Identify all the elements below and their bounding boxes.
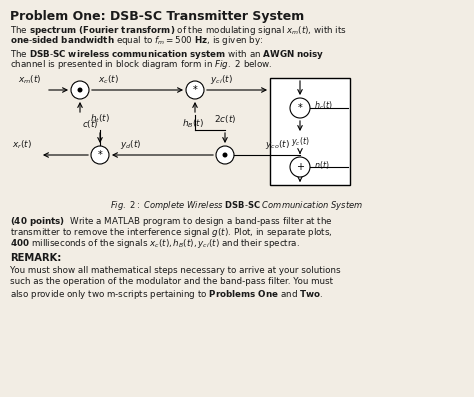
Circle shape (222, 152, 228, 158)
Text: You must show all mathematical steps necessary to arrive at your solutions: You must show all mathematical steps nec… (10, 266, 341, 275)
Text: REMARK:: REMARK: (10, 253, 61, 263)
Text: $\mathbf{(40\ points)}$  Write a MATLAB program to design a band-pass filter at : $\mathbf{(40\ points)}$ Write a MATLAB p… (10, 215, 333, 228)
Text: $h_B(t)$: $h_B(t)$ (182, 118, 204, 131)
Circle shape (78, 87, 82, 93)
Circle shape (290, 157, 310, 177)
Text: $n(t)$: $n(t)$ (314, 159, 330, 171)
Text: $\mathbf{400}$ milliseconds of the signals $x_c(t), h_B(t), y_{ci}(t)$ and their: $\mathbf{400}$ milliseconds of the signa… (10, 237, 300, 250)
Text: $x_r(t)$: $x_r(t)$ (12, 139, 32, 151)
Text: $2c(t)$: $2c(t)$ (214, 113, 236, 125)
Text: also provide only two m-scripts pertaining to $\mathbf{Problems\ One}$ and $\mat: also provide only two m-scripts pertaini… (10, 288, 323, 301)
Text: channel is presented in block diagram form in $\mathit{Fig.\ 2}$ below.: channel is presented in block diagram fo… (10, 58, 273, 71)
Text: $y_d(t)$: $y_d(t)$ (120, 138, 142, 151)
Text: $\mathit{Fig.\ 2:}$ Complete Wireless $\mathbf{DSB\text{-}SC}$ Communication Sys: $\mathit{Fig.\ 2:}$ Complete Wireless $\… (110, 199, 364, 212)
Circle shape (186, 81, 204, 99)
Text: *: * (298, 103, 302, 113)
Text: $x_m(t)$: $x_m(t)$ (18, 73, 42, 86)
Text: such as the operation of the modulator and the band-pass filter. You must: such as the operation of the modulator a… (10, 277, 333, 286)
Text: *: * (98, 150, 102, 160)
Text: $y_c(t)$: $y_c(t)$ (291, 135, 310, 148)
Text: $y_{co}(t)$: $y_{co}(t)$ (265, 138, 290, 151)
Circle shape (71, 81, 89, 99)
Circle shape (216, 146, 234, 164)
Text: The $\mathbf{spectrum}$ $\mathbf{(Fourier\ transform)}$ of the modulating signal: The $\mathbf{spectrum}$ $\mathbf{(Fourie… (10, 24, 347, 37)
Text: $h_t(t)$: $h_t(t)$ (90, 112, 110, 125)
Circle shape (290, 98, 310, 118)
Text: $x_c(t)$: $x_c(t)$ (98, 73, 119, 86)
Text: $c(t)$: $c(t)$ (82, 118, 99, 130)
Text: The $\mathbf{DSB\text{-}SC}$ $\mathbf{wireless}$ $\mathbf{communication}$ $\math: The $\mathbf{DSB\text{-}SC}$ $\mathbf{wi… (10, 48, 325, 61)
Text: $\mathbf{one\text{-}sided\ bandwidth}$ equal to $f_m = 500\ \mathbf{Hz}$, is giv: $\mathbf{one\text{-}sided\ bandwidth}$ e… (10, 34, 264, 47)
Text: *: * (192, 85, 197, 95)
Text: $h_c(t)$: $h_c(t)$ (314, 100, 333, 112)
Text: Problem One: DSB-SC Transmitter System: Problem One: DSB-SC Transmitter System (10, 10, 304, 23)
Circle shape (91, 146, 109, 164)
Bar (270, 78, 350, 185)
Text: transmitter to remove the interference signal $g(t)$. Plot, in separate plots,: transmitter to remove the interference s… (10, 226, 333, 239)
Text: $y_{ci}(t)$: $y_{ci}(t)$ (210, 73, 233, 86)
Text: +: + (296, 162, 304, 172)
